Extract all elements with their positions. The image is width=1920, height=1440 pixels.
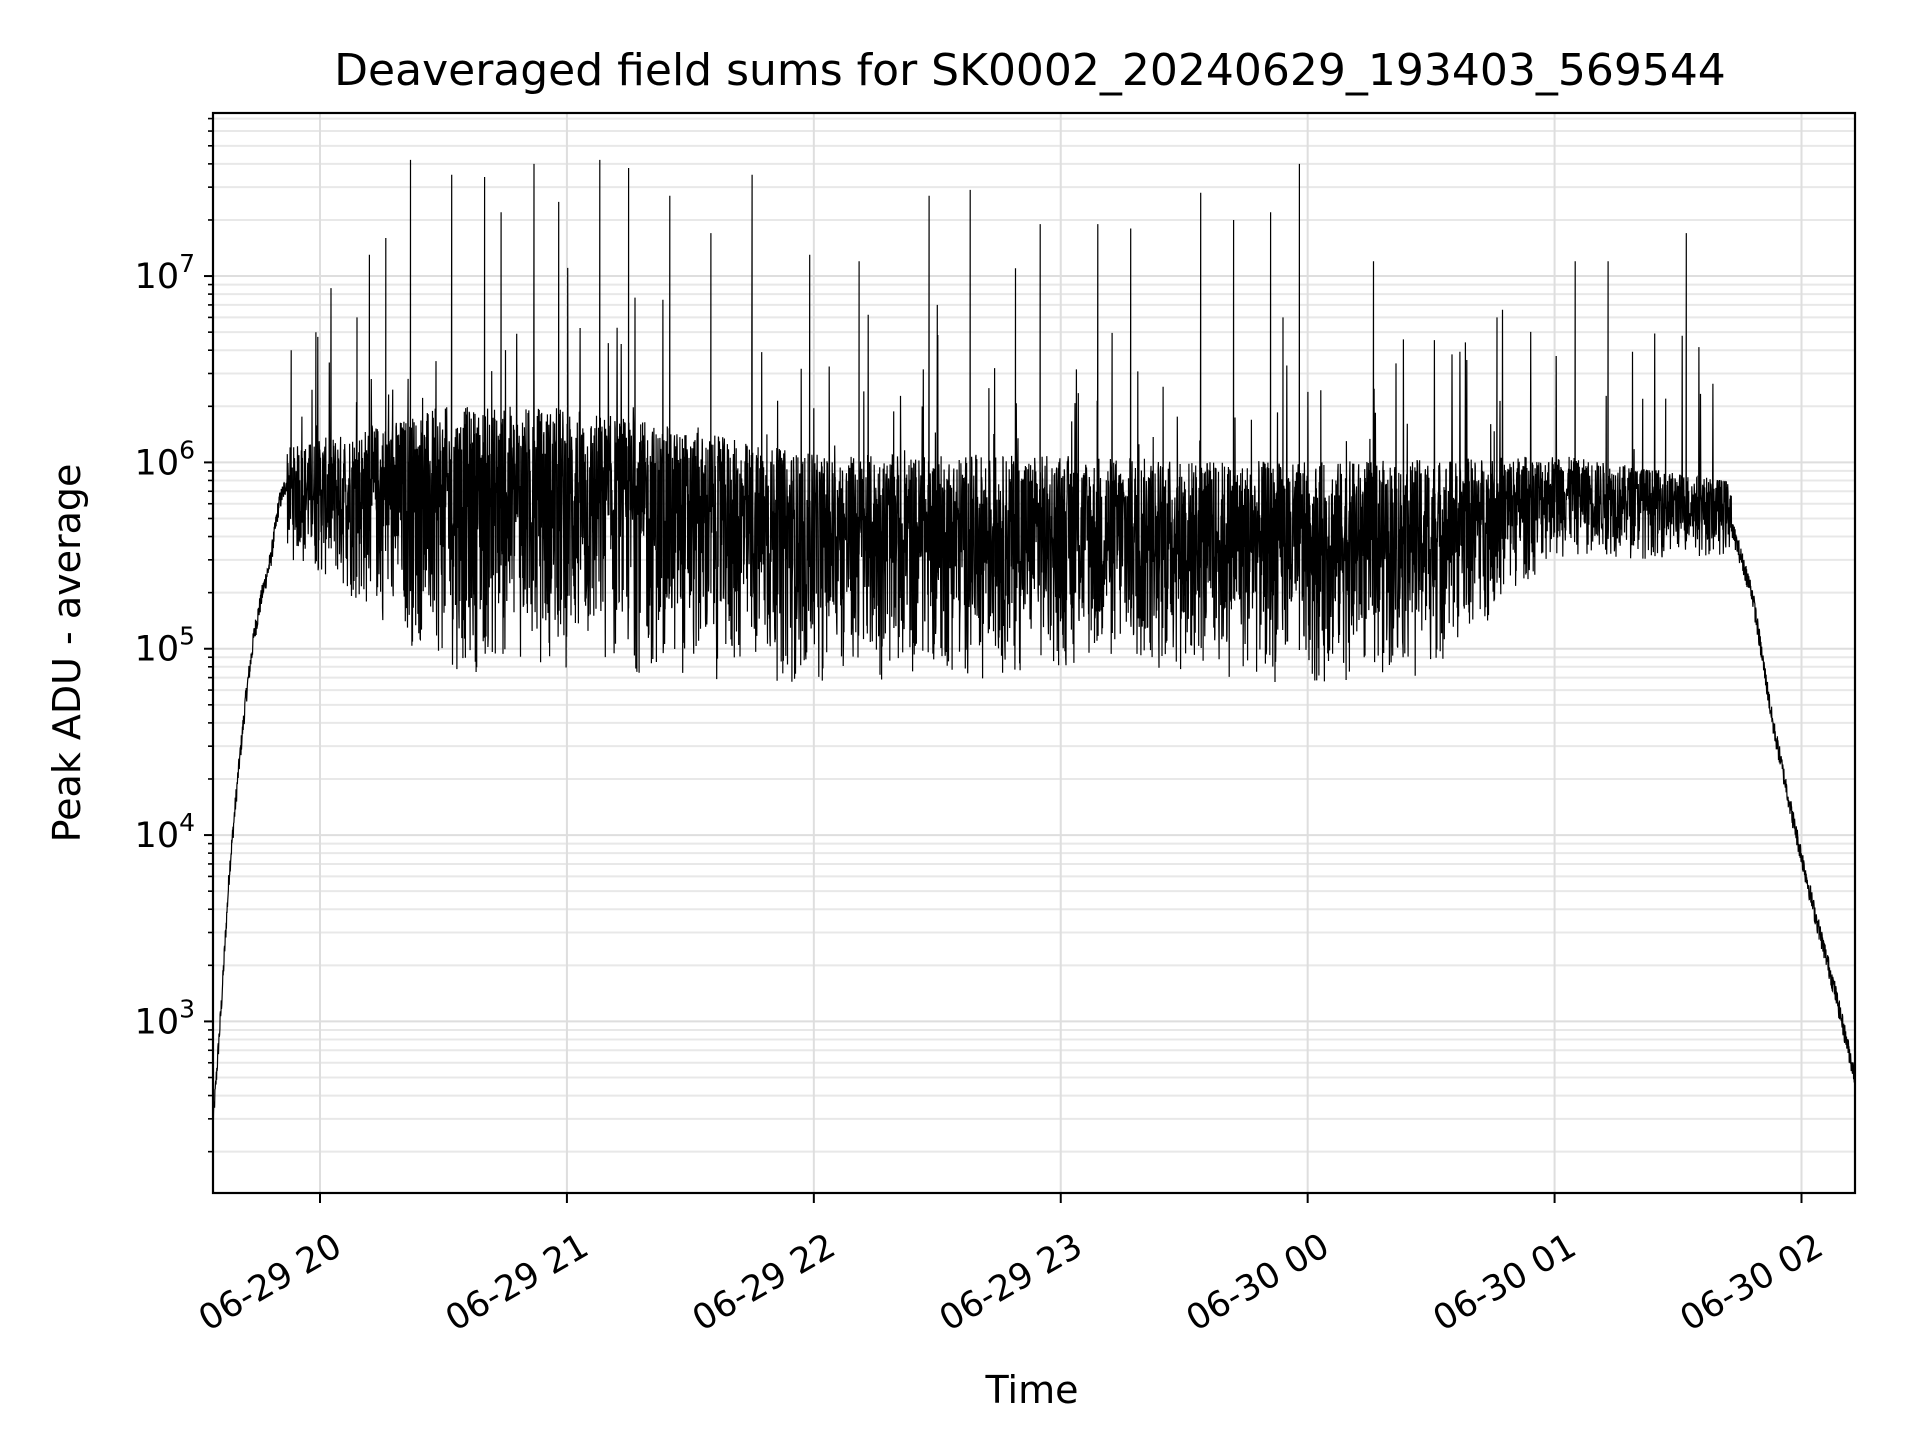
x-tick-label: 06-29 22 bbox=[686, 1226, 842, 1339]
y-tick-label: 104 bbox=[135, 808, 195, 856]
x-tick-label: 06-30 02 bbox=[1674, 1226, 1830, 1339]
y-axis-ticks: 103 104 105 106 107 bbox=[135, 117, 213, 1153]
x-tick-label: 06-30 00 bbox=[1180, 1226, 1336, 1339]
x-tick-label: 06-29 23 bbox=[933, 1226, 1089, 1339]
y-tick-label: 103 bbox=[135, 994, 195, 1042]
y-axis-label: Peak ADU - average bbox=[45, 464, 89, 843]
y-tick-label: 106 bbox=[135, 435, 195, 483]
x-tick-label: 06-29 20 bbox=[192, 1226, 348, 1339]
major-gridlines bbox=[213, 113, 1855, 1193]
chart-title: Deaveraged field sums for SK0002_2024062… bbox=[334, 45, 1726, 96]
y-tick-label: 105 bbox=[135, 622, 195, 670]
series-line bbox=[212, 159, 1856, 1125]
minor-gridlines bbox=[213, 117, 1855, 1153]
x-axis-ticks: 06-29 20 06-29 21 06-29 22 06-29 23 06-30 00… bbox=[192, 1193, 1830, 1339]
y-tick-label: 107 bbox=[135, 249, 195, 297]
x-axis-label: Time bbox=[985, 1368, 1079, 1412]
series-layer bbox=[212, 159, 1856, 1125]
x-tick-label: 06-30 01 bbox=[1427, 1226, 1583, 1339]
plot-area bbox=[211, 111, 1857, 1195]
x-tick-label: 06-29 21 bbox=[439, 1226, 595, 1339]
